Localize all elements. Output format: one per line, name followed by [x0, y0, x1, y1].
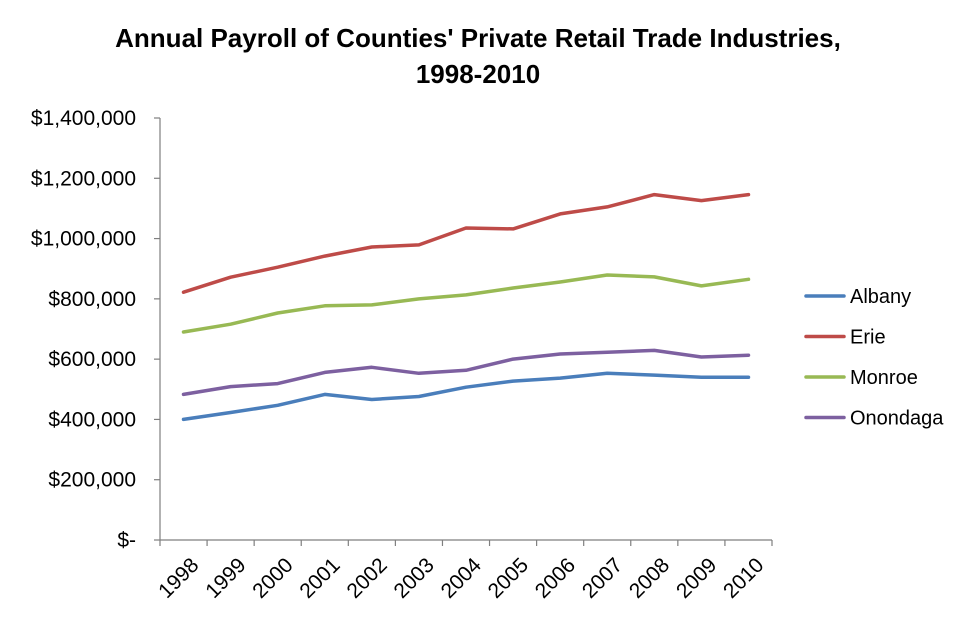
- chart-title: Annual Payroll of Counties' Private Reta…: [115, 23, 841, 89]
- legend-label-erie: Erie: [850, 327, 886, 349]
- y-tick-label: $-: [117, 529, 136, 552]
- x-axis: 1998199920002001200220032004200520062007…: [154, 539, 773, 603]
- series-line-erie: [181, 192, 751, 294]
- x-tick-label: 2004: [437, 553, 487, 603]
- x-tick-label: 1998: [154, 554, 203, 603]
- y-tick-label: $200,000: [48, 469, 136, 492]
- y-tick-label: $1,400,000: [31, 107, 136, 130]
- x-tick-label: 2006: [531, 554, 580, 603]
- x-tick-label: 1999: [201, 554, 250, 603]
- y-tick-label: $400,000: [48, 408, 136, 431]
- legend-label-albany: Albany: [850, 286, 911, 308]
- series-line-albany: [181, 371, 751, 422]
- legend-label-onondaga: Onondaga: [850, 408, 944, 430]
- x-tick-label: 2007: [578, 554, 627, 603]
- y-tick-label: $800,000: [48, 288, 136, 311]
- legend-label-monroe: Monroe: [850, 367, 918, 389]
- x-tick-label: 2008: [625, 554, 674, 603]
- x-tick-label: 2002: [342, 554, 391, 603]
- x-tick-label: 2010: [719, 554, 768, 603]
- y-tick-label: $600,000: [48, 348, 136, 371]
- x-tick-label: 2000: [248, 554, 297, 603]
- x-tick-label: 2001: [295, 554, 344, 603]
- y-tick-label: $1,000,000: [31, 228, 136, 251]
- plot-area: [181, 192, 751, 422]
- series-line-onondaga: [181, 348, 751, 397]
- y-tick-label: $1,200,000: [31, 167, 136, 190]
- x-tick-label: 2003: [390, 554, 439, 603]
- chart-title-line-2: 1998-2010: [416, 59, 540, 89]
- chart-title-line-1: Annual Payroll of Counties' Private Reta…: [115, 23, 841, 53]
- series-line-monroe: [181, 273, 751, 334]
- y-axis: $- $200,000 $400,000 $600,000 $800,000 $1,000…: [31, 107, 161, 552]
- x-tick-label: 2009: [672, 554, 721, 603]
- legend: Albany Erie Monroe Onondaga: [804, 286, 944, 430]
- x-tick-label: 2005: [484, 554, 533, 603]
